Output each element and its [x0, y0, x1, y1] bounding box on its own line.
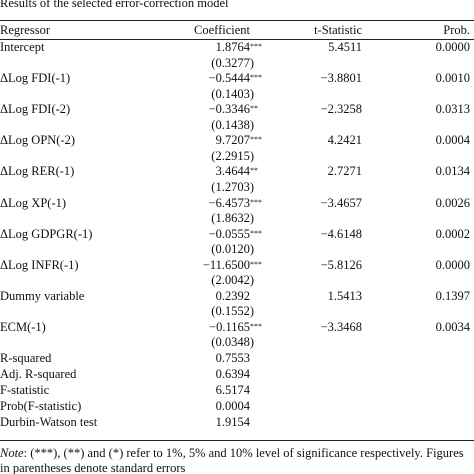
- t-statistic: −3.8801: [320, 71, 362, 86]
- column-header: t-Statistic: [314, 23, 362, 37]
- standard-error: (2.0042): [211, 273, 254, 288]
- statistic-label: Prob(F-statistic): [0, 399, 82, 413]
- prob: 0.0134: [435, 164, 470, 179]
- column-header: Regressor: [0, 23, 50, 37]
- standard-error: (0.3277): [211, 55, 254, 70]
- title: Results of the selected error-correction…: [0, 0, 229, 10]
- statistic-value: 6.5174: [215, 383, 250, 397]
- prob: 0.0004: [435, 133, 470, 148]
- t-statistic: −3.4657: [320, 195, 362, 210]
- regressor: Intercept: [0, 40, 45, 54]
- coefficient: 1.8764: [215, 40, 250, 54]
- coefficient-cell: −6.4573 ***: [208, 195, 262, 210]
- regressor: ΔLog INFR(-1): [0, 257, 79, 272]
- standard-error: (2.2915): [211, 148, 254, 163]
- standard-error: (0.1438): [211, 117, 254, 132]
- statistic-label: F-statistic: [0, 383, 50, 397]
- prob: 0.0010: [435, 71, 470, 86]
- note: Note: (***), (**) and (*) refer to 1%, 5…: [0, 446, 474, 474]
- bottom-rule: [0, 440, 474, 441]
- t-statistic: −4.6148: [320, 226, 362, 241]
- t-statistic: 2.7271: [327, 164, 362, 179]
- note-label: Note: [0, 446, 24, 460]
- regressor: Dummy variable: [0, 288, 85, 303]
- coefficient-cell: −11.6500 ***: [202, 257, 262, 272]
- statistic-label: Durbin-Watson test: [0, 415, 98, 429]
- statistic-value: 1.9154: [215, 415, 250, 429]
- t-statistic: 4.2421: [327, 133, 362, 148]
- coefficient-cell: 9.7207 ***: [215, 133, 262, 148]
- coefficient: −0.0555: [208, 226, 250, 241]
- t-statistic: 1.5413: [327, 288, 362, 303]
- prob: 0.0000: [435, 257, 470, 272]
- standard-error: (1.2703): [211, 179, 254, 194]
- top-rule: [0, 20, 474, 21]
- regressor: ΔLog FDI(-2): [0, 102, 71, 117]
- statistic-value: 0.7553: [215, 351, 250, 365]
- coefficient: −6.4573: [208, 195, 250, 210]
- coefficient-cell: 0.2392: [150, 289, 250, 304]
- column-header: Prob.: [443, 23, 470, 37]
- standard-error: (0.0348): [211, 335, 254, 350]
- coefficient: −0.3346: [208, 102, 250, 117]
- standard-error: (0.1403): [211, 86, 254, 101]
- t-statistic: 5.4511: [328, 40, 362, 54]
- header-rule: [0, 39, 474, 40]
- regressor: ECM(-1): [0, 319, 46, 334]
- coefficient-cell: 3.4644 **: [215, 164, 258, 179]
- regressor: ΔLog OPN(-2): [0, 133, 76, 148]
- coefficient-cell: −0.3346 **: [208, 102, 258, 117]
- prob: 0.1397: [435, 288, 470, 303]
- column-header: Coefficient: [194, 23, 250, 37]
- prob: 0.0034: [435, 319, 470, 334]
- prob: 0.0026: [435, 195, 470, 210]
- coefficient-cell: −0.5444 ***: [208, 71, 262, 86]
- coefficient-cell: −0.1165 ***: [209, 319, 262, 334]
- statistic-label: Adj. R-squared: [0, 367, 77, 381]
- regressor: ΔLog FDI(-1): [0, 71, 71, 86]
- statistic-value: 0.6394: [215, 367, 250, 381]
- coefficient-cell: −0.0555 ***: [208, 226, 262, 241]
- t-statistic: −2.3258: [320, 102, 362, 117]
- coefficient: 9.7207: [215, 133, 250, 148]
- statistic-label: R-squared: [0, 351, 52, 365]
- regressor: ΔLog RER(-1): [0, 164, 75, 179]
- prob: 0.0002: [435, 226, 470, 241]
- t-statistic: −3.3468: [320, 319, 362, 334]
- coefficient: 3.4644: [215, 164, 250, 179]
- standard-error: (0.0120): [211, 242, 254, 257]
- prob: 0.0000: [435, 40, 470, 54]
- statistic-value: 0.0004: [215, 399, 250, 413]
- regressor: ΔLog GDPGR(-1): [0, 226, 93, 241]
- coefficient-cell: 1.8764 ***: [215, 40, 262, 54]
- standard-error: (0.1552): [211, 304, 254, 319]
- t-statistic: −5.8126: [320, 257, 362, 272]
- note-text: : (***), (**) and (*) refer to 1%, 5% an…: [0, 446, 464, 474]
- prob: 0.0313: [435, 102, 470, 117]
- coefficient: −11.6500: [202, 257, 250, 272]
- coefficient: 0.2392: [215, 288, 250, 303]
- regressor: ΔLog XP(-1): [0, 195, 67, 210]
- coefficient: −0.1165: [209, 319, 250, 334]
- standard-error: (1.8632): [211, 211, 254, 225]
- coefficient: −0.5444: [208, 71, 250, 86]
